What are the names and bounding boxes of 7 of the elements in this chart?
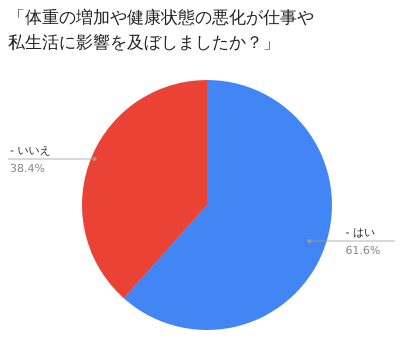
pie-slice — [82, 80, 207, 298]
pie-slice — [124, 80, 332, 330]
chart-title: 「体重の増加や健康状態の悪化が仕事や私生活に影響を及ぼしましたか？」 — [8, 7, 315, 55]
data-label: 38.4% — [10, 162, 45, 176]
slice-label: - はい — [345, 226, 375, 239]
slice-label: - いいえ — [10, 144, 50, 158]
data-label: 61.6% — [345, 244, 380, 257]
